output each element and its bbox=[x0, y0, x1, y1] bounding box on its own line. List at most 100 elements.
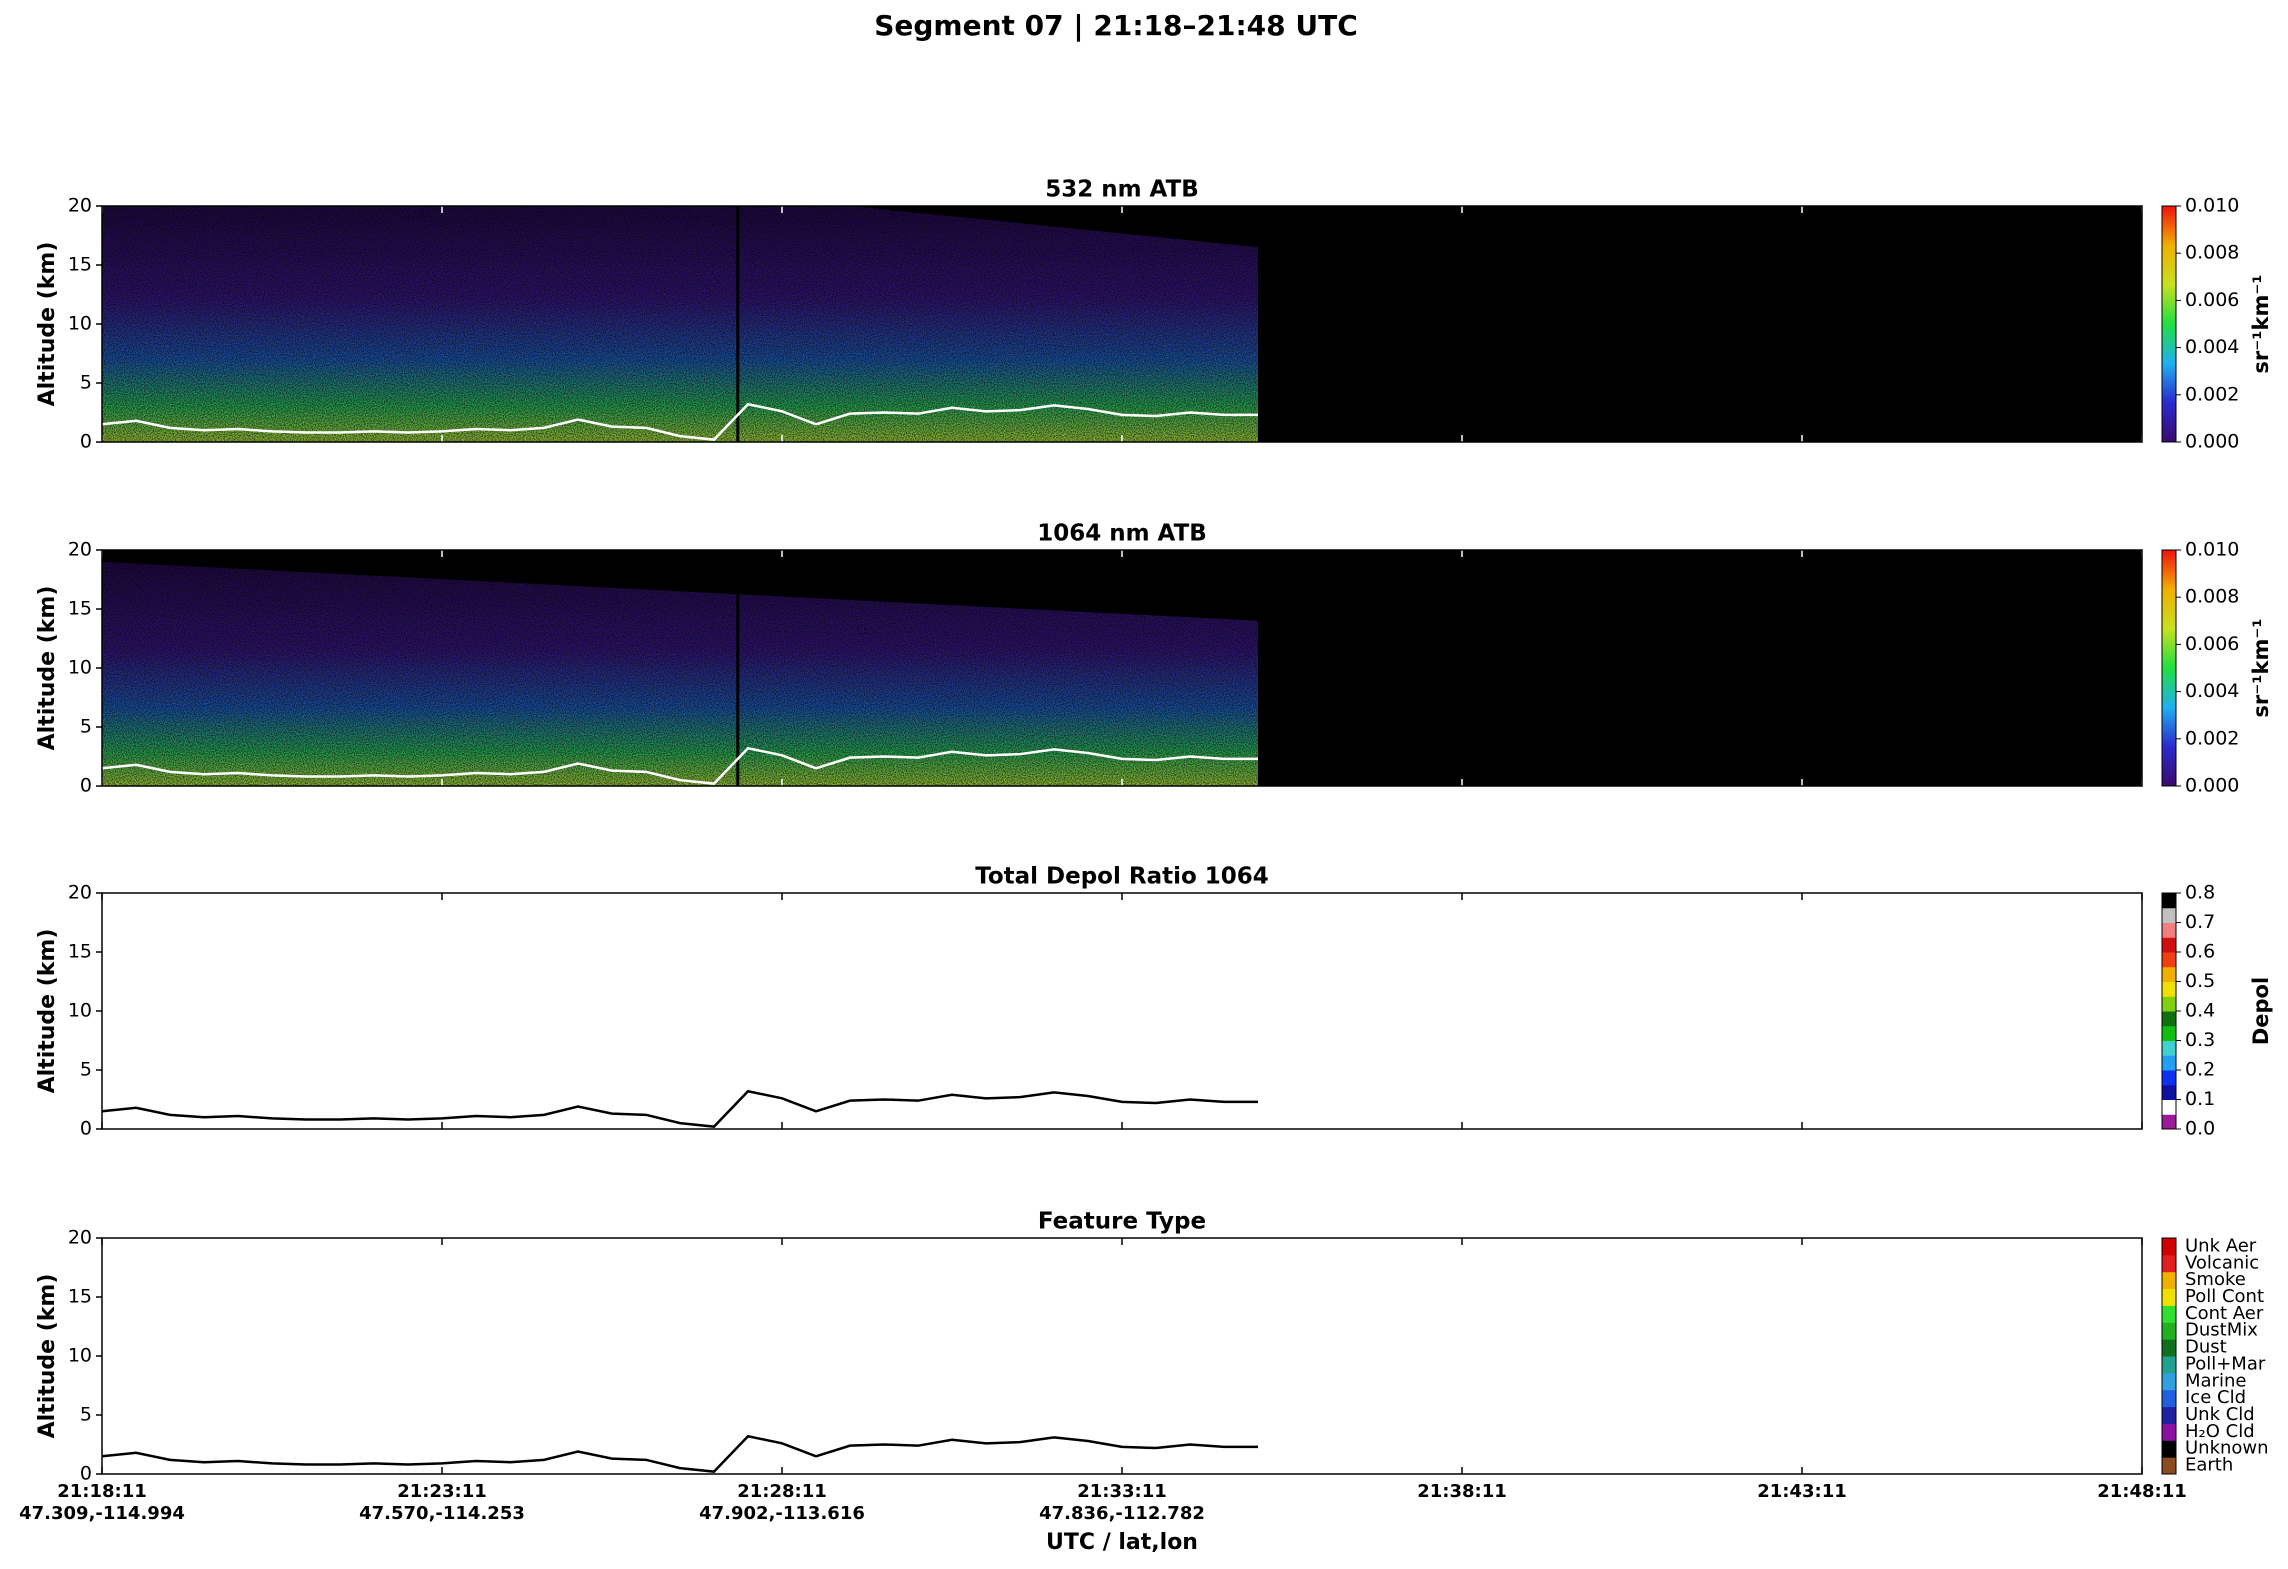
colorbar-tick-label: 0.008 bbox=[2185, 586, 2239, 608]
y-tick-label: 10 bbox=[68, 1000, 92, 1022]
class-swatch bbox=[2162, 1440, 2176, 1458]
y-tick-label: 0 bbox=[80, 1118, 92, 1140]
signal-curtain bbox=[102, 561, 1258, 786]
colorbar-tick-label: 0.004 bbox=[2185, 680, 2239, 702]
panel-title: 1064 nm ATB bbox=[1037, 521, 1207, 547]
colorbar-segment bbox=[2162, 1025, 2176, 1041]
x-tick-label: 21:33:11 bbox=[1077, 1481, 1167, 1502]
y-axis-label: Altitude (km) bbox=[35, 242, 60, 407]
class-swatch bbox=[2162, 1288, 2176, 1306]
class-label: Unk Aer bbox=[2185, 1235, 2257, 1256]
class-swatch bbox=[2162, 1339, 2176, 1357]
colorbar-segment bbox=[2162, 1084, 2176, 1100]
y-tick-label: 15 bbox=[68, 598, 92, 620]
figure-title: Segment 07 | 21:18–21:48 UTC bbox=[874, 9, 1358, 42]
x-tick-label: 21:43:11 bbox=[1757, 1481, 1847, 1502]
colorbar-tick-label: 0.0 bbox=[2185, 1118, 2215, 1140]
y-axis-label: Altitude (km) bbox=[35, 586, 60, 751]
class-swatch bbox=[2162, 1389, 2176, 1408]
y-tick-label: 10 bbox=[68, 1345, 92, 1367]
class-label: Unk Cld bbox=[2185, 1404, 2255, 1425]
colorbar-tick-label: 0.000 bbox=[2185, 775, 2239, 797]
colorbar-tick-label: 0.5 bbox=[2185, 970, 2215, 992]
surface-line bbox=[101, 1089, 1258, 1128]
plot-frame bbox=[101, 549, 2143, 787]
colorbar-tick-label: 0.006 bbox=[2185, 633, 2239, 655]
surface-line bbox=[101, 746, 1258, 785]
colorbar-label: sr⁻¹km⁻¹ bbox=[2249, 274, 2273, 373]
x-tick-label: 21:48:11 bbox=[2097, 1481, 2187, 1502]
y-tick-label: 0 bbox=[80, 431, 92, 453]
class-label: Smoke bbox=[2185, 1269, 2246, 1290]
class-label: Poll+Mar bbox=[2185, 1353, 2266, 1374]
signal-noise bbox=[102, 561, 1258, 786]
y-tick-label: 20 bbox=[68, 539, 92, 561]
y-tick-label: 10 bbox=[68, 657, 92, 679]
y-tick-label: 15 bbox=[68, 941, 92, 963]
colorbar-segment bbox=[2162, 966, 2176, 982]
plot-frame bbox=[101, 1237, 2143, 1475]
class-label: Dust bbox=[2185, 1337, 2227, 1358]
colorbar-label: Depol bbox=[2249, 977, 2273, 1045]
class-label: Poll Cont bbox=[2185, 1286, 2264, 1307]
colorbar-frame bbox=[2161, 1237, 2177, 1475]
colorbar-segment bbox=[2162, 922, 2176, 938]
colorbar-segment bbox=[2162, 981, 2176, 997]
y-tick-label: 5 bbox=[80, 1059, 92, 1081]
colorbar-tick-label: 0.1 bbox=[2185, 1088, 2215, 1110]
colorbar-tick-label: 0.8 bbox=[2185, 882, 2215, 904]
colorbar-tick-label: 0.008 bbox=[2185, 242, 2239, 264]
y-axis-label: Altitude (km) bbox=[35, 929, 60, 1094]
colorbar-tick-label: 0.010 bbox=[2185, 539, 2239, 561]
colorbar-segment bbox=[2162, 893, 2176, 909]
colorbar-tick-label: 0.7 bbox=[2185, 911, 2215, 933]
colorbar-segment bbox=[2162, 1070, 2176, 1086]
colorbar-tick-label: 0.000 bbox=[2185, 431, 2239, 453]
y-tick-label: 0 bbox=[80, 1463, 92, 1485]
class-label: DustMix bbox=[2185, 1320, 2258, 1341]
colorbar-tick-label: 0.002 bbox=[2185, 727, 2239, 749]
class-label: Ice Cld bbox=[2185, 1387, 2246, 1408]
colorbar-segment bbox=[2162, 1055, 2176, 1071]
class-label: Cont Aer bbox=[2185, 1303, 2264, 1324]
class-swatch bbox=[2162, 1305, 2176, 1323]
plot-frame bbox=[101, 205, 2143, 443]
colorbar-segment bbox=[2162, 1011, 2176, 1027]
class-swatch bbox=[2162, 1406, 2176, 1424]
x-tick-sublabel: 47.309,-114.994 bbox=[19, 1503, 185, 1524]
colorbar-segment bbox=[2162, 1099, 2176, 1115]
colorbar-frame bbox=[2161, 549, 2177, 787]
class-swatch bbox=[2162, 1423, 2176, 1441]
x-tick-label: 21:28:11 bbox=[737, 1481, 827, 1502]
colorbar bbox=[2162, 550, 2176, 786]
class-label: Earth bbox=[2185, 1455, 2233, 1476]
colorbar-segment bbox=[2162, 952, 2176, 968]
colorbar-tick-label: 0.2 bbox=[2185, 1059, 2215, 1081]
y-tick-label: 5 bbox=[80, 716, 92, 738]
panel-title: Feature Type bbox=[1038, 1209, 1206, 1235]
panel-title: 532 nm ATB bbox=[1045, 177, 1199, 203]
class-swatch bbox=[2162, 1356, 2176, 1374]
colorbar-frame bbox=[2161, 205, 2177, 443]
colorbar-tick-label: 0.3 bbox=[2185, 1029, 2215, 1051]
plot-area bbox=[102, 893, 2142, 1129]
colorbar-tick-label: 0.4 bbox=[2185, 1000, 2215, 1022]
class-swatch bbox=[2162, 1322, 2176, 1340]
class-swatch bbox=[2162, 1254, 2176, 1273]
x-axis-label: UTC / lat,lon bbox=[1046, 1530, 1198, 1555]
class-label: Volcanic bbox=[2185, 1252, 2259, 1273]
y-tick-label: 0 bbox=[80, 775, 92, 797]
x-tick-label: 21:23:11 bbox=[397, 1481, 487, 1502]
colorbar bbox=[2162, 206, 2176, 442]
colorbar-tick-label: 0.006 bbox=[2185, 289, 2239, 311]
y-axis-label: Altitude (km) bbox=[35, 1274, 60, 1439]
signal-noise bbox=[102, 206, 1258, 442]
class-swatch bbox=[2162, 1271, 2176, 1290]
x-tick-sublabel: 47.836,-112.782 bbox=[1039, 1503, 1205, 1524]
class-swatch bbox=[2162, 1238, 2176, 1256]
x-tick-sublabel: 47.570,-114.253 bbox=[359, 1503, 525, 1524]
colorbar-tick-label: 0.004 bbox=[2185, 336, 2239, 358]
class-label: H₂O Cld bbox=[2185, 1421, 2255, 1442]
colorbar-tick-label: 0.010 bbox=[2185, 195, 2239, 217]
